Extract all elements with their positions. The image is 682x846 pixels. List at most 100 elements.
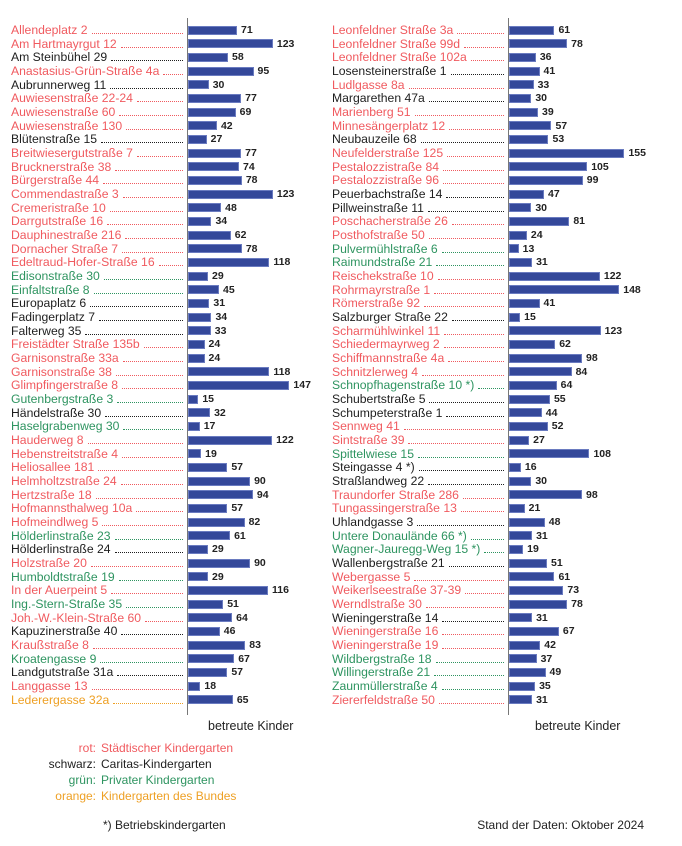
category-name: Kroatengasse 9 — [11, 651, 97, 666]
legend-item-schwarz: schwarz: Caritas-Kindergarten — [0, 756, 236, 772]
data-label: 31 — [536, 693, 548, 706]
dot-leader — [122, 361, 183, 363]
category-label: Breitwiesergutstraße 7 — [11, 146, 183, 160]
category-name: Schiffmannstraße 4a — [332, 351, 445, 366]
category-name: Marienberg 51 — [332, 105, 411, 120]
category-label: Losensteinerstraße 1 — [332, 64, 504, 78]
data-label: 36 — [539, 51, 552, 64]
category-name: Holzstraße 20 — [11, 556, 87, 571]
category-label: Scharmühlwinkel 11 — [332, 324, 504, 338]
dot-leader — [111, 593, 183, 595]
dot-leader — [443, 183, 504, 185]
dot-leader — [442, 634, 504, 636]
category-name: Straßlandweg 22 — [332, 474, 425, 489]
category-label: Leonfeldner Straße 102a — [332, 50, 504, 64]
bar-row: Aubrunnerweg 11 — [11, 78, 183, 92]
dot-leader — [110, 87, 183, 89]
category-name: Freistädter Straße 135b — [11, 337, 140, 352]
data-label: 77 — [245, 92, 257, 105]
category-name: Weikerlseestraße 37-39 — [332, 583, 462, 598]
data-date: Stand der Daten: Oktober 2024 — [477, 818, 644, 832]
category-name: Hofmannsthalweg 10a — [11, 501, 133, 516]
bar — [509, 312, 521, 322]
bar-row: Schumpeterstraße 1 — [332, 406, 504, 420]
category-name: Landgutstraße 31a — [11, 665, 114, 680]
bar — [509, 93, 532, 103]
category-label: Raimundstraße 21 — [332, 255, 504, 269]
data-label: 24 — [208, 338, 221, 351]
bar-row: Auwiesenstraße 130 — [11, 119, 183, 133]
data-label: 41 — [543, 297, 556, 310]
category-name: Blütenstraße 15 — [11, 132, 98, 147]
dot-leader — [95, 497, 183, 499]
bar — [188, 162, 240, 172]
category-label: Rohrmayrstraße 1 — [332, 283, 504, 297]
data-label: 37 — [540, 652, 553, 665]
bar-row: Hölderlinstraße 24 — [11, 542, 183, 556]
category-name: Auwiesenstraße 130 — [11, 118, 123, 133]
data-label: 39 — [542, 106, 554, 119]
bar-row: Wieningerstraße 16 — [332, 624, 504, 638]
data-label: 78 — [245, 174, 258, 187]
category-label: Humboldtstraße 19 — [11, 570, 183, 584]
category-label: Hölderlinstraße 24 — [11, 542, 183, 556]
category-label: Römerstraße 92 — [332, 296, 504, 310]
category-label: Garnisonstraße 38 — [11, 365, 183, 379]
data-label: 62 — [234, 229, 247, 242]
category-name: Sintstraße 39 — [332, 433, 405, 448]
category-name: Leonfeldner Straße 3a — [332, 23, 454, 37]
dot-leader — [428, 484, 504, 486]
category-name: Brucknerstraße 38 — [11, 159, 112, 174]
category-label: Schumpeterstraße 1 — [332, 406, 504, 420]
category-label: Hertzstraße 18 — [11, 488, 183, 502]
category-label: Kapuzinerstraße 40 — [11, 624, 183, 638]
bar-row: Cremeristraße 10 — [11, 201, 183, 215]
category-name: Edeltraud-Hofer-Straße 16 — [11, 255, 155, 270]
data-label: 55 — [553, 393, 566, 406]
bar-row: Haselgrabenweg 30 — [11, 419, 183, 433]
bar — [188, 80, 209, 90]
category-label: Wieningerstraße 14 — [332, 611, 504, 625]
bar-row: In der Auerpeint 5 — [11, 583, 183, 597]
data-label: 57 — [231, 502, 244, 515]
dot-leader — [98, 470, 183, 472]
dot-leader — [85, 333, 183, 335]
data-label: 148 — [623, 283, 641, 296]
y-axis-line — [508, 18, 509, 715]
category-name: Webergasse 5 — [332, 569, 411, 584]
dot-leader — [425, 607, 504, 609]
category-name: Hebenstreitstraße 4 — [11, 446, 119, 461]
data-label: 94 — [256, 488, 269, 501]
legend-label: Privater Kindergarten — [101, 773, 215, 787]
dot-leader — [443, 347, 504, 349]
bar-row: Hofmannsthalweg 10a — [11, 501, 183, 515]
data-label: 155 — [628, 147, 646, 160]
bar-row: Holzstraße 20 — [11, 556, 183, 570]
data-label: 116 — [272, 584, 289, 597]
bar-row: Allendeplatz 2 — [11, 23, 183, 37]
bar-row: Garnisonstraße 33a — [11, 351, 183, 365]
dot-leader — [87, 443, 183, 445]
bar — [188, 285, 220, 295]
bar-row: Neufelderstraße 125 — [332, 146, 504, 160]
data-label: 71 — [240, 24, 253, 36]
category-name: Helmholtzstraße 24 — [11, 474, 117, 489]
dot-leader — [442, 620, 504, 622]
category-label: Fadingerplatz 7 — [11, 310, 183, 324]
category-label: Webergasse 5 — [332, 570, 504, 584]
dot-leader — [451, 224, 504, 226]
bar-row: Hebenstreitstraße 4 — [11, 447, 183, 461]
bar-row: Blütenstraße 15 — [11, 132, 183, 146]
bar-row: Auwiesenstraße 60 — [11, 105, 183, 119]
bar-row: Fadingerplatz 7 — [11, 310, 183, 324]
data-label: 122 — [276, 434, 294, 447]
bar-row: Am Steinbühel 29 — [11, 50, 183, 64]
bar-row: Minnesängerplatz 12 — [332, 119, 504, 133]
dot-leader — [434, 675, 504, 677]
dot-leader — [126, 607, 183, 609]
bar — [188, 353, 205, 363]
bar-row: Pestalozzistraße 96 — [332, 173, 504, 187]
bar — [188, 121, 217, 131]
category-name: Rohrmayrstraße 1 — [332, 282, 431, 297]
dot-leader — [120, 46, 183, 48]
